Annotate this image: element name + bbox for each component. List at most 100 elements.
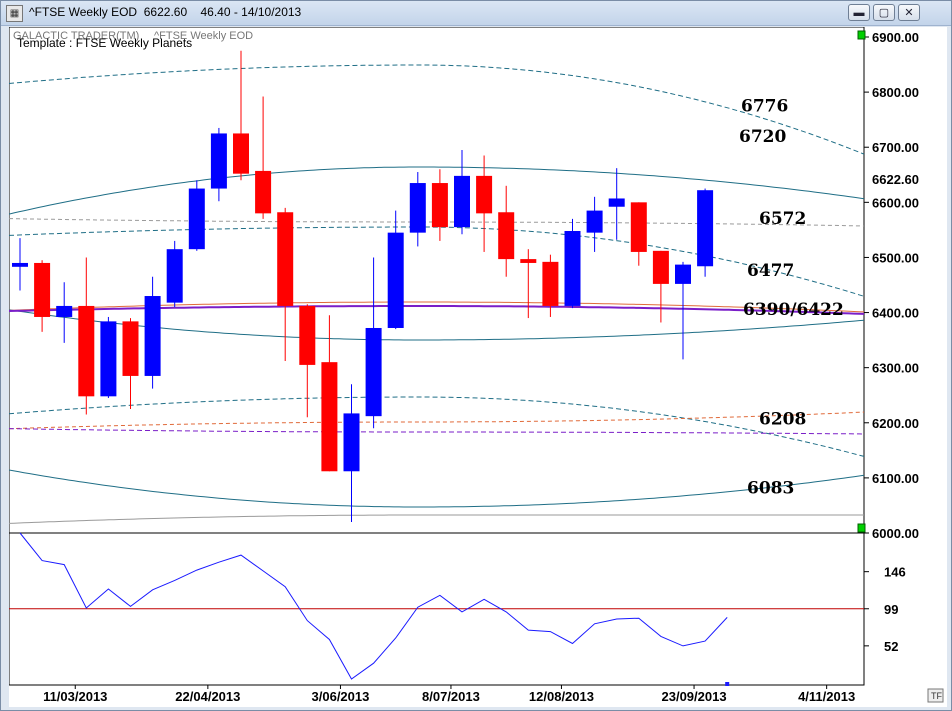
- osc-tick-label: 146: [884, 565, 906, 580]
- x-tick-label: 12/08/2013: [529, 689, 594, 704]
- y-tick-label: 6200.00: [872, 416, 919, 431]
- candle[interactable]: [697, 188, 714, 277]
- candle-body: [144, 296, 161, 376]
- candle[interactable]: [586, 196, 603, 252]
- candle[interactable]: [498, 185, 515, 277]
- candle[interactable]: [144, 276, 161, 389]
- candle-body: [387, 232, 404, 328]
- template-label: Template : FTSE Weekly Planets: [17, 36, 192, 50]
- candle[interactable]: [476, 155, 493, 252]
- timeframe-button[interactable]: TF: [931, 691, 942, 701]
- candle[interactable]: [431, 169, 448, 241]
- candle-body: [454, 175, 470, 228]
- candle[interactable]: [56, 282, 73, 343]
- chart-window-icon[interactable]: ▦: [6, 5, 23, 22]
- level-label: 6776: [741, 96, 788, 116]
- candle[interactable]: [564, 218, 581, 309]
- candle-body: [564, 230, 581, 306]
- candle[interactable]: [166, 240, 183, 308]
- oscillator-line: [19, 532, 728, 680]
- candle[interactable]: [12, 238, 28, 291]
- candle-body: [476, 175, 493, 214]
- candle[interactable]: [652, 250, 669, 323]
- level-label: 6720: [739, 127, 786, 147]
- candle[interactable]: [321, 315, 338, 472]
- candle-body: [166, 249, 183, 303]
- candle-body: [78, 305, 95, 397]
- candle[interactable]: [365, 257, 382, 429]
- candle[interactable]: [542, 254, 559, 317]
- timeframe-button-frame[interactable]: [927, 688, 944, 703]
- price-chart[interactable]: 6776 6720 6572 6477 6390/6422 6208 6083 6000.0…: [9, 27, 947, 707]
- candle[interactable]: [409, 172, 426, 247]
- level-label: 6208: [759, 409, 806, 429]
- title-bar[interactable]: ▦ ^FTSE Weekly EOD 6622.60 46.40 - 14/10…: [1, 1, 951, 26]
- candle-body: [100, 321, 117, 397]
- candle[interactable]: [100, 316, 117, 398]
- candle-body: [188, 188, 205, 250]
- candle[interactable]: [454, 149, 470, 235]
- candle-body: [34, 262, 51, 317]
- candle-body: [56, 305, 73, 317]
- last-price-label: 6622.60: [872, 172, 919, 187]
- candle[interactable]: [122, 318, 139, 409]
- candle[interactable]: [233, 50, 249, 181]
- candle[interactable]: [387, 210, 404, 330]
- candle-body: [343, 413, 360, 472]
- level-label: 6390/6422: [743, 300, 844, 320]
- teal-middle-dashed-curve: [9, 226, 865, 297]
- candle[interactable]: [343, 384, 360, 522]
- y-tick-label: 6700.00: [872, 140, 919, 155]
- x-tick-label: 11/03/2013: [43, 689, 107, 704]
- candle-body: [12, 262, 28, 267]
- candle[interactable]: [675, 261, 691, 360]
- candle-body: [586, 210, 603, 233]
- candle-body: [608, 198, 625, 207]
- maximize-button[interactable]: ▢: [873, 4, 895, 21]
- candle-body: [255, 170, 272, 214]
- candle-body: [233, 133, 249, 174]
- y-tick-label: 6500.00: [872, 250, 919, 265]
- x-tick-label: 3/06/2013: [312, 689, 370, 704]
- candle-body: [365, 327, 382, 417]
- candle[interactable]: [78, 257, 95, 415]
- level-label: 6083: [747, 478, 794, 498]
- brand-label: GALACTIC TRADER(TM): [13, 30, 139, 42]
- x-tick-label: 8/07/2013: [422, 689, 480, 704]
- candle[interactable]: [520, 249, 537, 319]
- y-tick-label: 6900.00: [872, 30, 919, 45]
- candle[interactable]: [255, 96, 272, 219]
- candle-body: [520, 259, 537, 263]
- candle-body: [277, 212, 294, 306]
- candle[interactable]: [630, 202, 647, 266]
- level-label: 6477: [747, 261, 794, 281]
- candle-body: [542, 261, 559, 306]
- teal-lower-dashed-curve: [9, 396, 865, 457]
- y-tick-label: 6000.00: [872, 526, 919, 541]
- x-tick-label: 23/09/2013: [662, 689, 727, 704]
- y-tick-label: 6400.00: [872, 306, 919, 321]
- purple-dashed-curve: [9, 428, 865, 435]
- oscillator-cursor-marker: [725, 682, 730, 686]
- grey-lower-curve: [9, 514, 864, 524]
- candle[interactable]: [277, 207, 294, 362]
- candle[interactable]: [608, 168, 625, 240]
- candle[interactable]: [34, 260, 51, 332]
- candle[interactable]: [299, 304, 316, 418]
- bottom-marker-icon: [857, 523, 866, 533]
- level-label: 6572: [759, 209, 806, 229]
- candle[interactable]: [210, 127, 227, 202]
- candle-body: [697, 190, 714, 267]
- candle[interactable]: [188, 180, 205, 251]
- y-tick-label: 6300.00: [872, 361, 919, 376]
- chart-area[interactable]: 6776 6720 6572 6477 6390/6422 6208 6083 6000.0…: [9, 27, 947, 707]
- minimize-button[interactable]: ▬: [848, 4, 870, 21]
- x-tick-label: 22/04/2013: [175, 689, 240, 704]
- symbol-label: ^FTSE Weekly EOD: [154, 30, 253, 42]
- candle-body: [210, 133, 227, 189]
- candle-body: [675, 264, 691, 284]
- x-tick-label: 4/11/2013: [798, 689, 855, 704]
- candle-body: [431, 183, 448, 228]
- close-button[interactable]: ✕: [898, 4, 920, 21]
